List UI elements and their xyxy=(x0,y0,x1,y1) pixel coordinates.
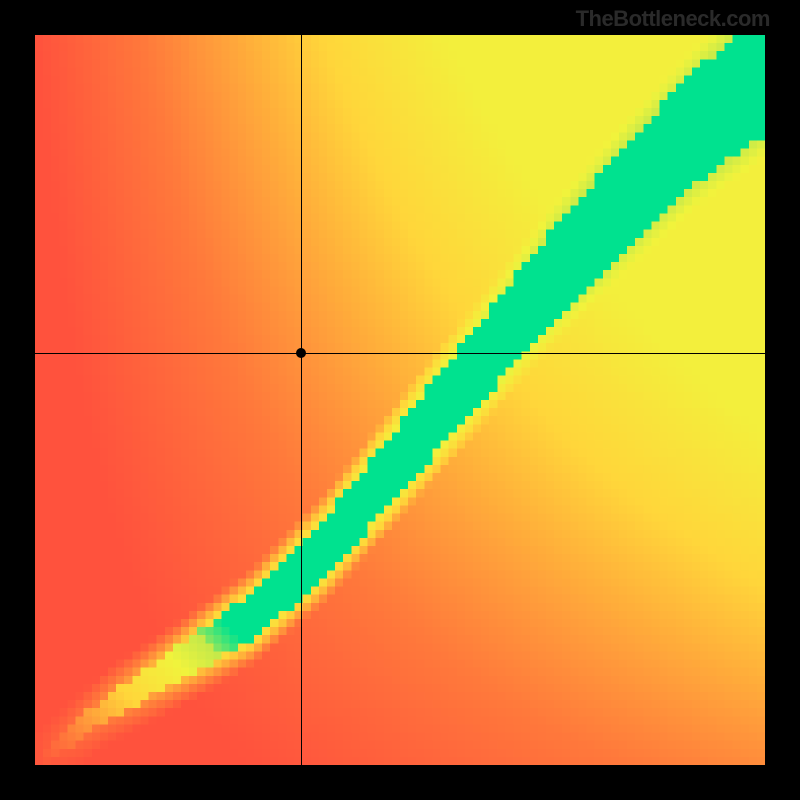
plot-area xyxy=(35,35,765,765)
watermark-text: TheBottleneck.com xyxy=(576,6,770,32)
crosshair-vertical xyxy=(301,35,302,765)
data-point-marker xyxy=(296,348,306,358)
crosshair-horizontal xyxy=(35,353,765,354)
chart-container: TheBottleneck.com xyxy=(0,0,800,800)
heatmap-canvas xyxy=(35,35,765,765)
